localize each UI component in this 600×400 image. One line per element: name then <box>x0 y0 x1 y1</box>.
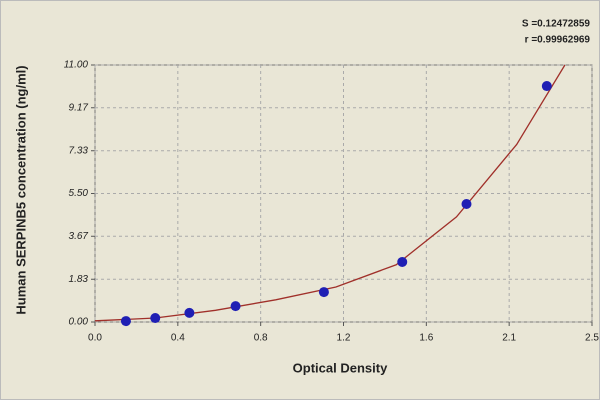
x-axis-label: Optical Density <box>293 360 388 375</box>
fit-curve <box>94 64 566 322</box>
x-tick-label: 0.8 <box>254 333 268 344</box>
y-tick-label: 9.17 <box>69 102 89 113</box>
data-point <box>150 313 161 324</box>
y-tick-label: 5.50 <box>69 188 89 199</box>
data-point <box>461 199 472 210</box>
data-point <box>184 307 195 318</box>
data-point <box>397 256 408 267</box>
y-tick-label: 7.33 <box>69 145 89 156</box>
data-point <box>541 81 552 92</box>
data-point <box>318 287 329 298</box>
y-axis-label: Human SERPINB5 concentration (ng/ml) <box>13 65 28 314</box>
x-tick-label: 0.4 <box>171 333 185 344</box>
x-tick-label: 2.5 <box>585 333 599 344</box>
y-tick-label: 3.67 <box>69 231 89 242</box>
data-point <box>230 301 241 312</box>
data-point <box>120 316 131 327</box>
x-tick-label: 1.2 <box>337 333 351 344</box>
x-tick-label: 0.0 <box>88 333 102 344</box>
y-tick-label: 11.00 <box>64 60 89 71</box>
x-tick-label: 2.1 <box>502 333 516 344</box>
x-tick-label: 1.6 <box>419 333 433 344</box>
y-tick-label: 1.83 <box>69 274 89 285</box>
annotation: S =0.12472859 <box>522 19 591 30</box>
annotation: r =0.99962969 <box>525 35 591 46</box>
y-tick-label: 0.00 <box>69 317 89 328</box>
